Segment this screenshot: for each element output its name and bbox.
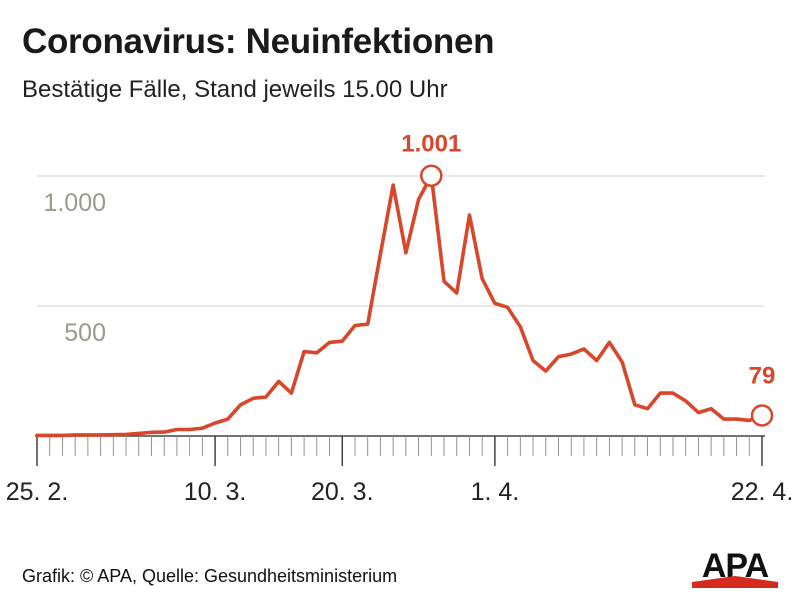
x-tick-label: 1. 4. [471, 478, 520, 506]
x-tick-label: 10. 3. [184, 478, 247, 506]
grid-lines [37, 175, 765, 307]
chart-title: Coronavirus: Neuinfektionen [22, 22, 495, 61]
chart-subtitle: Bestätige Fälle, Stand jeweils 15.00 Uhr [22, 76, 448, 103]
x-tick-label: 22. 4. [731, 478, 794, 506]
x-axis [35, 435, 765, 466]
apa-logo-underline [692, 576, 778, 588]
annotation-label: 1.001 [401, 131, 461, 158]
y-tick-label: 1.000 [43, 189, 106, 217]
annotation-marker [420, 164, 443, 187]
annotation-marker [750, 404, 774, 427]
x-tick-label: 20. 3. [311, 478, 374, 506]
y-tick-labels: 500 1.000 [43, 189, 106, 347]
source-credit: Grafik: © APA, Quelle: Gesundheitsminist… [22, 566, 398, 586]
y-tick-label: 500 [64, 319, 106, 347]
x-tick-label: 25. 2. [6, 478, 69, 506]
series-layer [35, 173, 764, 438]
annotations: 1.001 79 [401, 131, 776, 427]
annotation-label: 79 [749, 362, 776, 389]
x-tick-labels: 25. 2. 10. 3. 20. 3. 1. 4. 22. 4. [6, 478, 794, 506]
series-line [35, 173, 764, 438]
apa-logo: APA [692, 547, 778, 588]
